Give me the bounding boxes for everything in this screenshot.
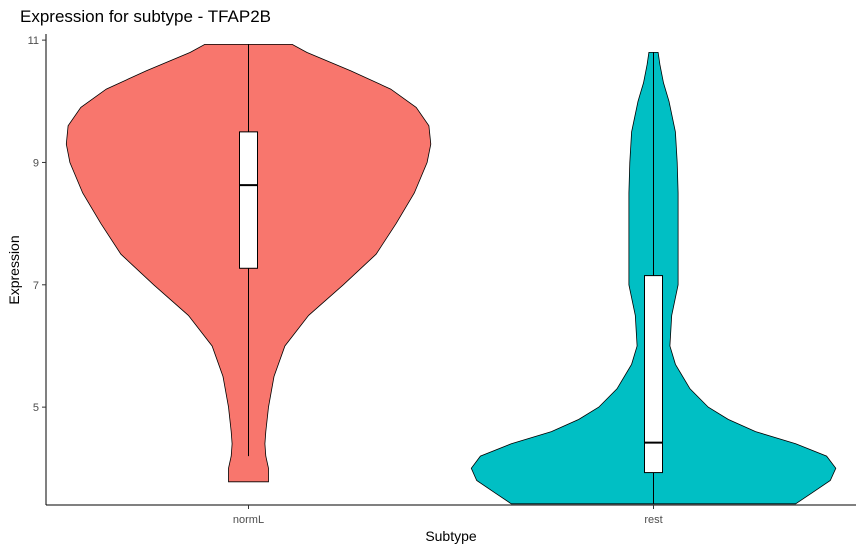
y-tick-label: 5	[33, 402, 39, 414]
y-tick-label: 7	[33, 280, 39, 292]
x-tick-label: normL	[233, 514, 264, 526]
x-axis-ticks: normL rest	[233, 505, 663, 526]
x-tick-label: rest	[644, 514, 662, 526]
x-axis-title: Subtype	[425, 528, 477, 544]
box-rest	[644, 275, 663, 474]
plot-area	[65, 44, 837, 505]
box-normL	[239, 131, 258, 269]
y-tick-label: 11	[28, 35, 39, 47]
y-axis-ticks: 5 7 9 11	[28, 35, 46, 414]
y-tick-label: 9	[33, 157, 39, 169]
chart-title: Expression for subtype - TFAP2B	[20, 7, 271, 26]
y-axis-title: Expression	[6, 235, 22, 304]
